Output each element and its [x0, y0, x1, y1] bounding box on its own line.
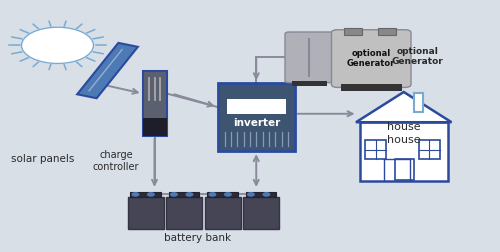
- Circle shape: [224, 193, 231, 196]
- Bar: [344, 28, 362, 35]
- FancyBboxPatch shape: [332, 30, 411, 87]
- Bar: [340, 84, 402, 91]
- Bar: [142, 71, 167, 136]
- Bar: [360, 122, 448, 181]
- Text: solar panels: solar panels: [11, 154, 74, 164]
- Circle shape: [263, 193, 270, 196]
- Text: house: house: [387, 122, 421, 132]
- Bar: [292, 81, 327, 86]
- Bar: [168, 192, 200, 197]
- Bar: [130, 192, 161, 197]
- Circle shape: [22, 27, 94, 64]
- Bar: [243, 197, 279, 229]
- Bar: [204, 197, 240, 229]
- Bar: [395, 159, 414, 180]
- Bar: [378, 28, 396, 35]
- Circle shape: [186, 193, 192, 196]
- Circle shape: [148, 193, 154, 196]
- Text: charge
controller: charge controller: [93, 150, 139, 172]
- Bar: [418, 140, 440, 159]
- Bar: [365, 140, 386, 159]
- Bar: [414, 93, 423, 112]
- Text: optional
Generator: optional Generator: [392, 47, 444, 66]
- Polygon shape: [77, 43, 138, 98]
- Bar: [226, 99, 286, 114]
- Bar: [166, 197, 202, 229]
- FancyBboxPatch shape: [285, 32, 334, 83]
- Bar: [128, 197, 164, 229]
- Text: inverter: inverter: [232, 118, 280, 128]
- Circle shape: [248, 193, 254, 196]
- Circle shape: [132, 193, 138, 196]
- Text: house: house: [387, 135, 420, 145]
- Text: optional
Generator: optional Generator: [347, 49, 396, 68]
- Bar: [218, 83, 295, 151]
- Bar: [246, 192, 276, 197]
- Circle shape: [170, 193, 177, 196]
- Bar: [207, 192, 238, 197]
- Circle shape: [209, 193, 216, 196]
- Text: battery bank: battery bank: [164, 233, 231, 243]
- Bar: [142, 118, 167, 136]
- Polygon shape: [356, 92, 452, 122]
